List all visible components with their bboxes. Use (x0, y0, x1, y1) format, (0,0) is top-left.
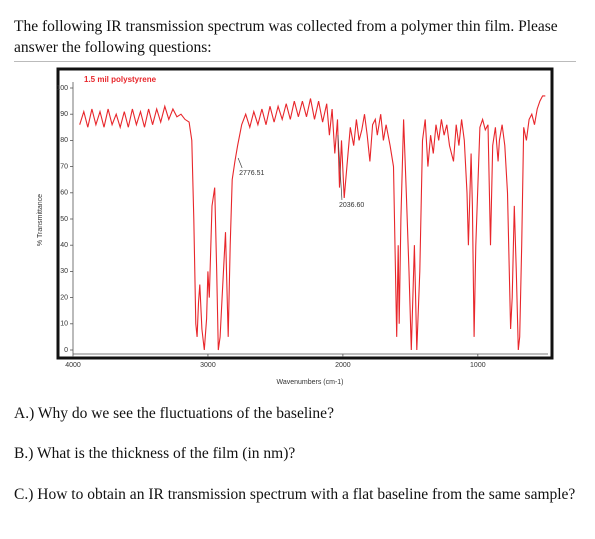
y-tick-label: 0 (64, 347, 68, 354)
y-axis-label: % Transmittance (37, 194, 44, 246)
annotation-label: 2776.51 (239, 170, 264, 177)
question-c: C.) How to obtain an IR transmission spe… (14, 486, 576, 503)
x-tick-label: 4000 (65, 362, 81, 369)
y-tick-label: 20 (60, 294, 68, 301)
x-tick-label: 2000 (335, 362, 351, 369)
x-axis-label: Wavenumbers (cm-1) (276, 379, 343, 386)
intro: The following IR transmission spectrum w… (14, 18, 558, 56)
y-tick-label: 10 (60, 321, 68, 328)
rule (14, 61, 576, 62)
y-tick-label: 50 (60, 216, 68, 223)
y-tick-label: 90 (60, 111, 68, 118)
x-tick-label: 3000 (200, 362, 216, 369)
annotation-leader (337, 134, 343, 201)
annotation-leader (237, 157, 243, 169)
y-tick-label: 60 (60, 190, 68, 197)
spectrum-line (79, 95, 546, 351)
question-a: A.) Why do we see the fluctuations of th… (14, 405, 334, 422)
x-tick-label: 1000 (470, 362, 486, 369)
annotation-label: 2036.60 (339, 202, 364, 209)
y-tick-label: 100 (56, 85, 68, 92)
y-tick-label: 80 (60, 137, 68, 144)
y-tick-label: 30 (60, 268, 68, 275)
chart: 1.5 mil polystyrene Wavenumbers (cm-1) %… (37, 67, 554, 386)
chart-title: 1.5 mil polystyrene (84, 75, 157, 84)
y-tick-label: 70 (60, 163, 68, 170)
y-tick-label: 40 (60, 242, 68, 249)
question-b: B.) What is the thickness of the film (i… (14, 445, 296, 462)
